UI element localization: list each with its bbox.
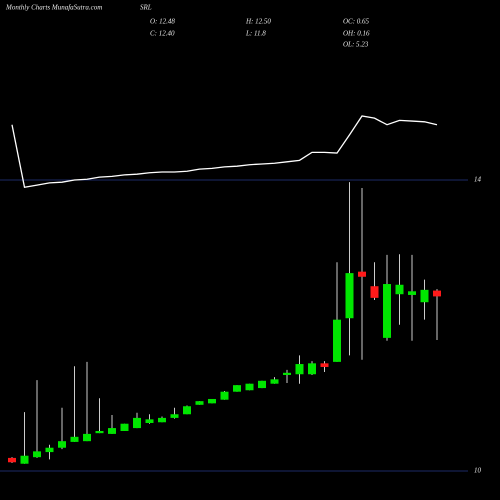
candle-body (70, 436, 79, 442)
ohlc-stat: L: 11.8 (245, 30, 266, 38)
candle-body (158, 417, 166, 423)
candle-body (220, 391, 229, 400)
candle-body (45, 447, 54, 453)
candle-body (358, 271, 366, 277)
candle-body (308, 363, 316, 375)
ohlc-stat: OL: 5.23 (343, 41, 369, 49)
candle-body (245, 383, 254, 391)
y-tick-label: 14 (474, 176, 482, 184)
y-tick-label: 10 (474, 467, 482, 475)
candle-body (345, 273, 354, 319)
candle-body (108, 428, 116, 434)
candle-body (408, 291, 416, 295)
ohlc-stat: OH: 0.16 (343, 30, 370, 38)
candle-body (170, 414, 179, 418)
candle-body (183, 406, 191, 415)
ohlc-stat: OC: 0.65 (343, 18, 370, 26)
chart-title: Monthly Charts MunafaSutra.com (5, 4, 102, 12)
candle-body (258, 380, 266, 389)
candle-body (145, 419, 154, 423)
candle-body (83, 433, 91, 442)
candle-body (20, 455, 29, 464)
candle-body (195, 401, 204, 405)
candle-body (320, 363, 329, 367)
candle-body (270, 379, 279, 384)
candle-body (420, 289, 429, 303)
candle-body (8, 457, 16, 463)
candle-body (33, 451, 41, 458)
candle-body (333, 319, 341, 362)
ohlc-stat: O: 12.48 (150, 18, 175, 26)
candle-body (433, 290, 441, 297)
candle-body (120, 423, 129, 431)
ohlc-stat: H: 12.50 (245, 18, 271, 26)
candle-body (283, 372, 291, 375)
ohlc-stat: C: 12.40 (150, 30, 175, 38)
candle-body (233, 385, 241, 392)
candle-body (208, 398, 216, 404)
candle-body (133, 417, 141, 429)
symbol: SRL (140, 4, 152, 12)
candle-body (395, 284, 404, 295)
candle-body (295, 364, 304, 375)
candle-body (95, 430, 104, 434)
indicator-line (11, 115, 438, 189)
candle-body (58, 441, 66, 448)
candle-body (383, 284, 391, 338)
candle-body (370, 286, 379, 298)
